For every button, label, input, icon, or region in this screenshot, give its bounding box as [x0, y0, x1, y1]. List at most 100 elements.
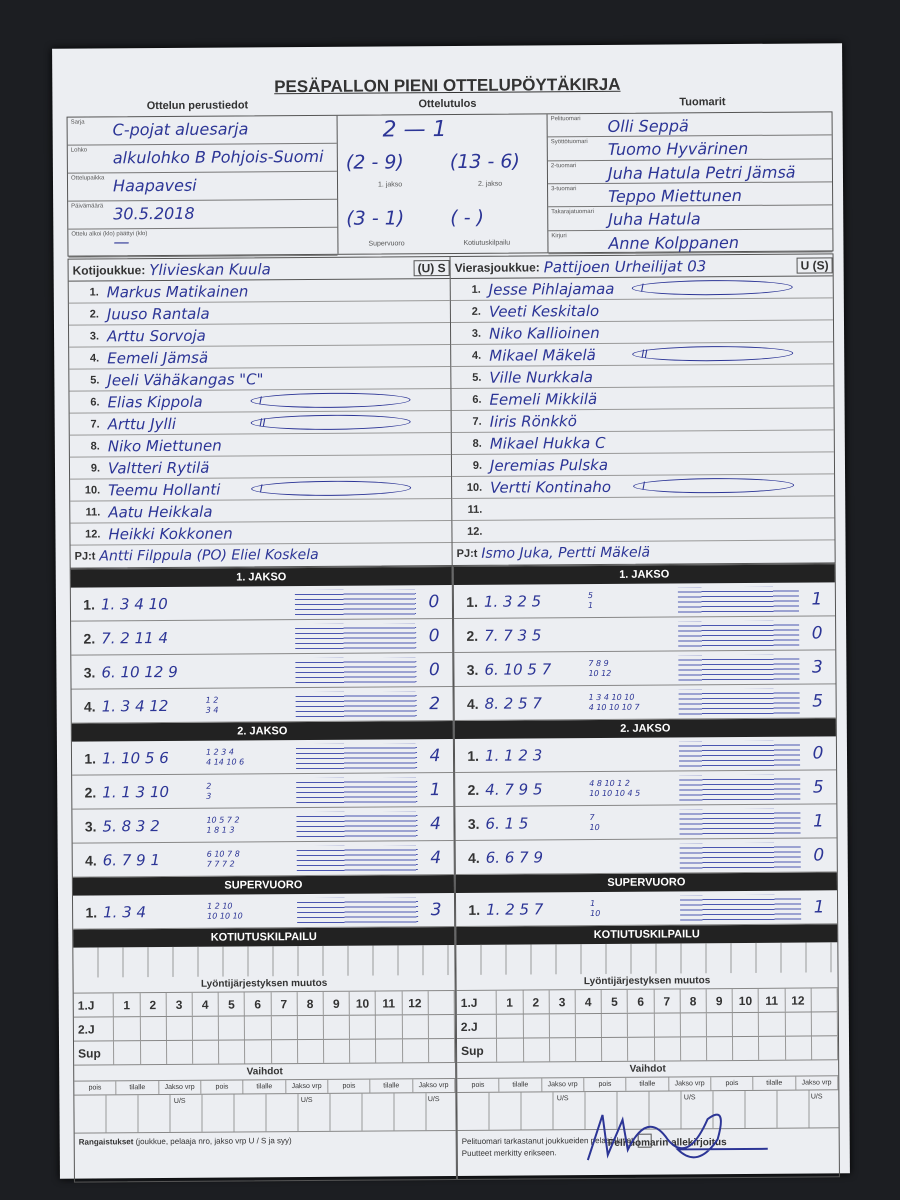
order-row: Sup [73, 1038, 456, 1066]
order-cell: 12 [785, 988, 812, 1012]
field-value: Teppo Miettunen [608, 185, 742, 206]
runs-marks: 2 3 [206, 781, 212, 801]
player-row: 9. Valtteri Rytilä [69, 454, 452, 480]
order-cell [785, 1012, 812, 1036]
runs-marks [588, 634, 678, 635]
tally-lines [296, 844, 418, 872]
player-name: Eemeli Jämsä [107, 348, 209, 367]
order-cell [376, 1015, 403, 1039]
player-row: 5. Jeeli Vähäkangas "C" [69, 366, 451, 392]
player-name: Niko Miettunen [107, 436, 222, 455]
player-mark: I [631, 279, 793, 296]
player-mark: I [633, 477, 795, 494]
order-cell: 10 [732, 988, 760, 1013]
runs-marks [589, 754, 679, 755]
inning-row: 1. 1. 3 4 10 0 [70, 584, 453, 622]
player-name: Teemu Hollanti [108, 480, 221, 499]
section-result: Ottelutulos [418, 97, 477, 111]
basic-field: Lohko alkulohko B Pohjois-Suomi [67, 143, 337, 174]
subs-col: Jakso vrp U/S [285, 1079, 329, 1104]
order-cell [192, 1016, 220, 1040]
inning-row: 1. 1. 10 5 6 1 2 3 4 4 14 10 6 4 [71, 738, 454, 776]
inning-row: 2. 7. 7 3 5 0 [454, 616, 836, 653]
basic-info: Sarja C-pojat aluesarja Lohko alkulohko B P… [67, 115, 339, 258]
penalties-note: (joukkue, pelaaja nro, jakso vrp U / S j… [133, 1136, 292, 1147]
batters: 6. 6 7 9 [485, 847, 544, 867]
order-cell [114, 1041, 141, 1065]
player-name: Heikki Kokkonen [108, 524, 233, 543]
home-team-header: Kotijoukkue: Ylivieskan Kuula (U) S [68, 257, 450, 282]
inning-row: 3. 6. 10 5 7 7 8 9 10 12 3 [454, 650, 836, 687]
player-number: 2. [89, 307, 99, 321]
inning-number: 3. [83, 663, 96, 681]
inning-row: 3. 6. 1 5 7 10 1 [455, 804, 837, 841]
player-number: 1. [89, 285, 99, 299]
inning-number: 4. [466, 695, 479, 712]
field-label: Pelituomari [550, 116, 581, 123]
order-header: 1.J 1 2 3 4 5 6 7 8 9 10 11 12 [73, 990, 455, 1018]
order-cell [628, 1037, 655, 1061]
final-score: 2 — 1 [382, 117, 447, 143]
order-cell [271, 1016, 298, 1040]
player-name: Arttu Jylli [107, 414, 177, 433]
inning-number: 2. [466, 627, 479, 644]
player-name: Niko Kallioinen [488, 323, 600, 343]
player-name: Mikael Mäkelä [489, 345, 596, 365]
player-number: 6. [472, 393, 482, 406]
inning-row: 4. 8. 2 5 7 1 3 4 10 10 4 10 10 10 7 5 [454, 684, 836, 721]
player-row: 10. Vertti Kontinaho I [452, 474, 835, 499]
order-header: 1.J 1 2 3 4 5 6 7 8 9 10 11 12 [456, 988, 838, 1015]
inning-number: 1. [467, 747, 480, 764]
player-number: 10. [84, 483, 101, 497]
order-cell: 7 [654, 989, 681, 1013]
order-cell [549, 1014, 576, 1038]
pj-label: PJ:t [456, 547, 478, 560]
player-row: 1. Jesse Pihlajamaa I [450, 276, 833, 301]
player-row: 7. Iiris Rönkkö [451, 408, 834, 433]
player-name: Arttu Sorvoja [107, 326, 206, 345]
batters: 1. 3 4 10 [100, 594, 168, 613]
order-cell [323, 1039, 351, 1063]
tally-lines [678, 688, 800, 715]
super-score: (3 - 1) [346, 207, 405, 230]
order-cell: 1 [496, 990, 524, 1014]
player-number: 3. [89, 329, 100, 343]
runs-marks [205, 603, 295, 604]
inning-row: 1. 1. 2 5 7 1 10 1 [455, 890, 838, 927]
inning-score: 1 [812, 810, 824, 831]
tally-lines [296, 896, 419, 924]
player-name: Eemeli Mikkilä [489, 389, 598, 409]
order-cell [166, 1016, 193, 1040]
order-cell [140, 1016, 167, 1041]
order-cell [166, 1040, 194, 1064]
runs-marks: 1 2 3 4 [205, 695, 219, 715]
tally-lines [295, 742, 418, 770]
home-players: 1. Markus Matikainen 2. Juuso Rantala 3. Artt… [68, 279, 452, 546]
home-us: (U) S [413, 259, 450, 276]
order-cell [245, 1040, 272, 1064]
tally-lines [295, 690, 417, 718]
field-value: Tuomo Hyvärinen [607, 139, 749, 160]
inning-number: 2. [83, 629, 96, 647]
order-cell: 4 [192, 992, 219, 1016]
player-number: 8. [90, 439, 100, 453]
runs-marks: 4 8 10 1 2 10 10 10 4 5 [589, 778, 641, 798]
batters: 7. 7 3 5 [484, 625, 542, 645]
inning-score: 4 [429, 745, 441, 766]
order-cell: 10 [349, 991, 377, 1015]
field-value: Juha Hatula Petri Jämsä [607, 162, 796, 183]
order-row-label: 2.J [73, 1017, 115, 1041]
player-row: 11. [452, 496, 835, 521]
player-number: 10. [466, 481, 483, 494]
batters: 6. 7 9 1 [102, 850, 161, 869]
inning-row: 3. 5. 8 3 2 10 5 7 2 1 8 1 3 4 [72, 806, 454, 844]
order-cell [376, 1039, 403, 1063]
inning-row: 2. 7. 2 11 4 0 [71, 618, 453, 656]
tally-lines [296, 810, 418, 838]
subs-col: Jakso vrp U/S [541, 1078, 585, 1102]
subs-grid [74, 1092, 456, 1134]
inning-row: 1. 1. 1 2 3 0 [454, 736, 837, 773]
footer: Pelituomari tarkastanut joukkueiden pela… [458, 1113, 839, 1179]
tally-lines [679, 894, 802, 921]
order-cell: 11 [375, 991, 403, 1015]
